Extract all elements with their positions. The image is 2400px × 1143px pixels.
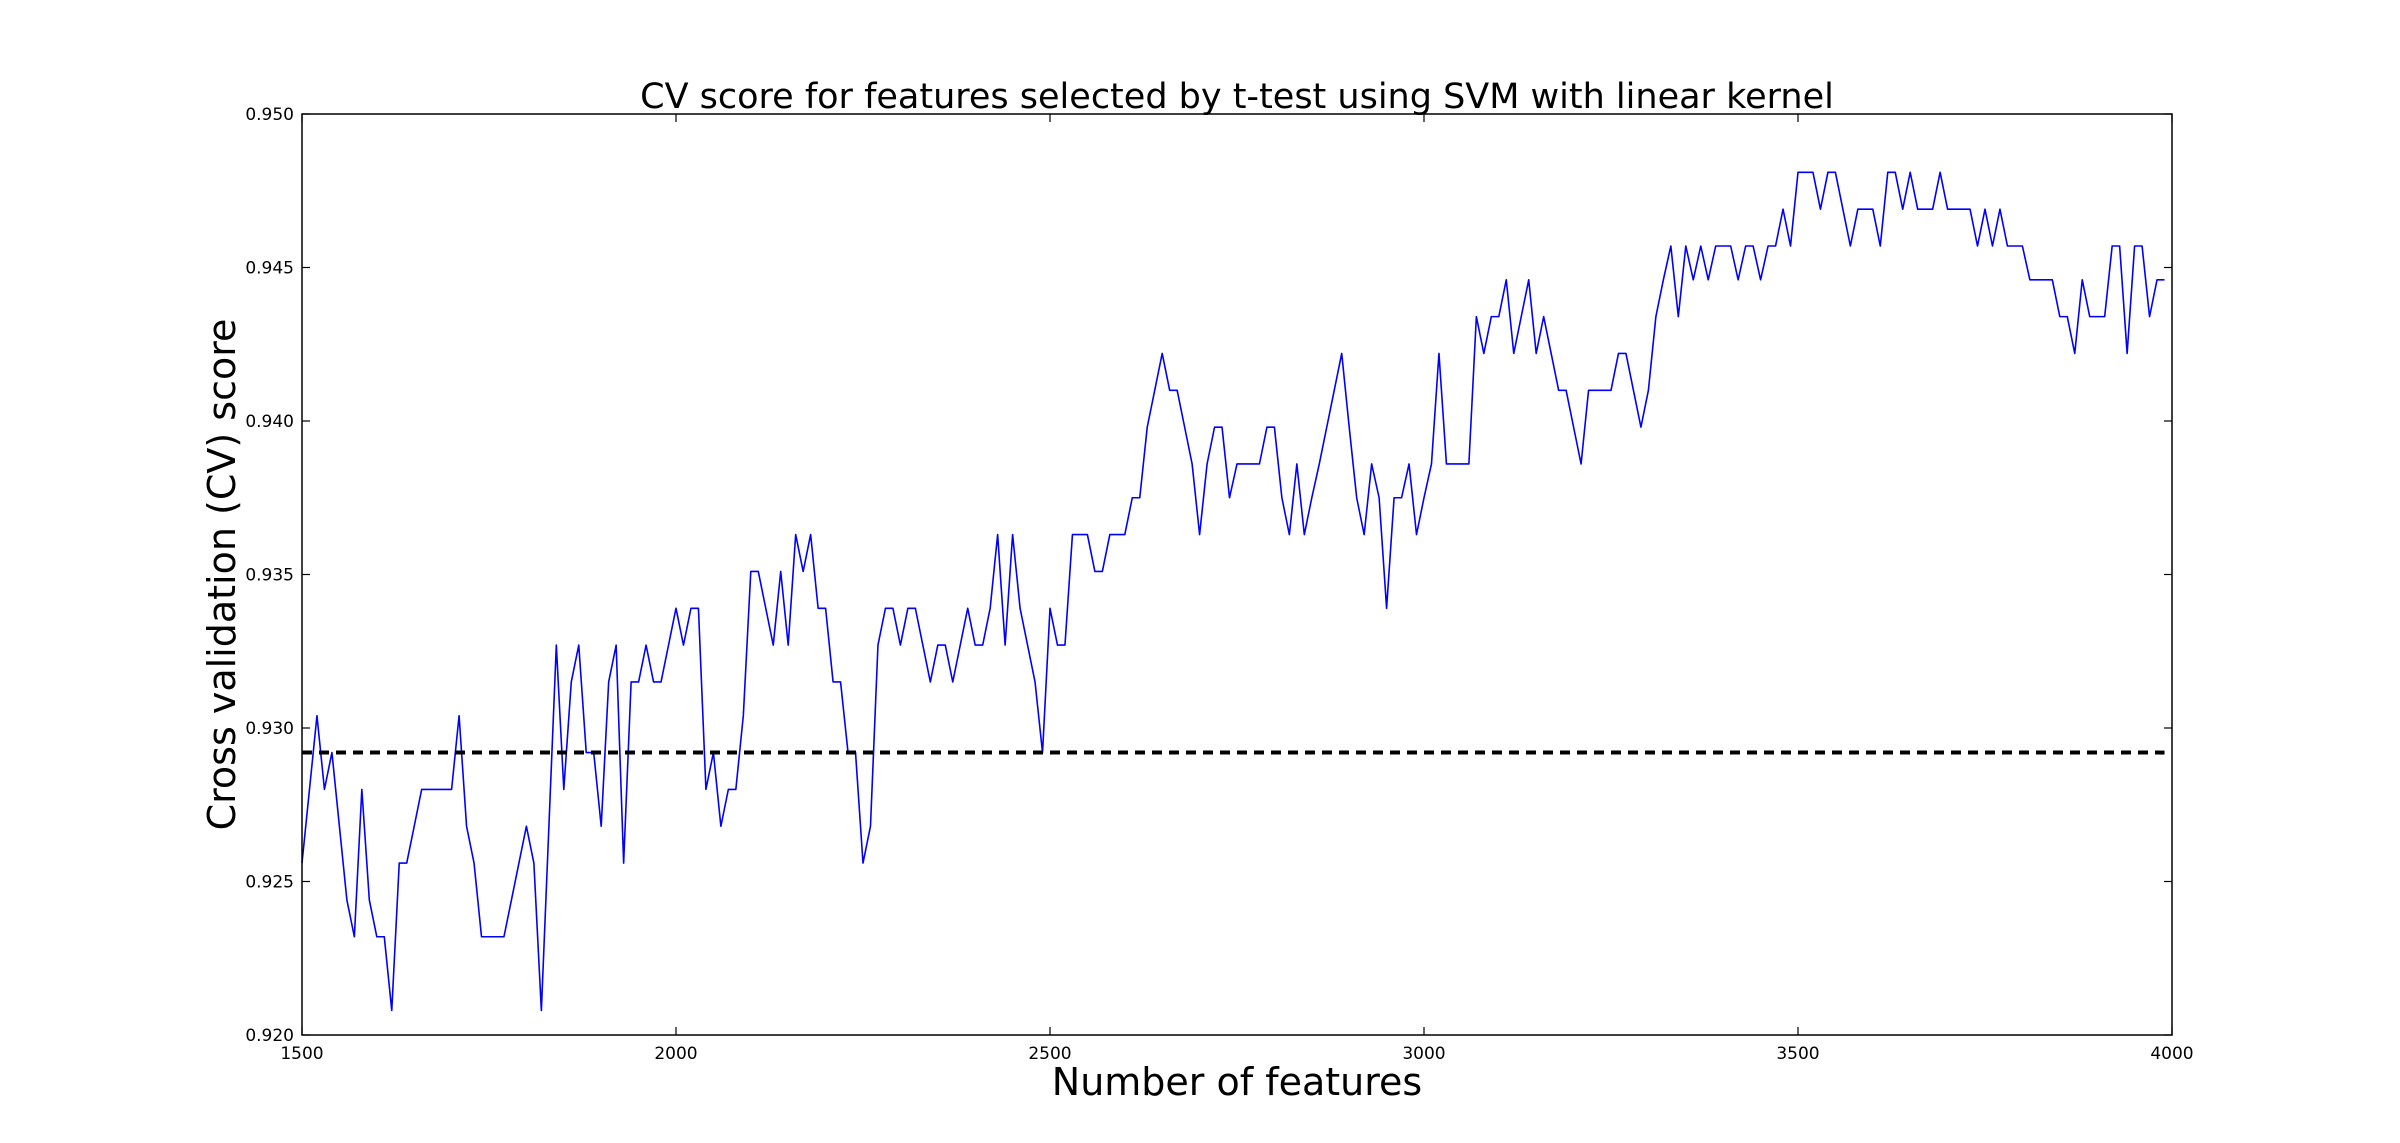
x-axis-ticks: 1500 2000 2500 3000 3500 4000 (280, 114, 2194, 1064)
y-axis-ticks: 0.920 0.925 0.930 0.935 0.940 0.945 0.950 (245, 105, 2172, 1046)
y-tick-label: 0.920 (245, 1026, 294, 1046)
x-tick-label: 3000 (1402, 1044, 1445, 1064)
x-tick-label: 1500 (280, 1044, 323, 1064)
y-tick-label: 0.930 (245, 719, 294, 739)
y-tick-label: 0.940 (245, 412, 294, 432)
plot-area (301, 171, 2165, 1012)
x-tick-label: 2000 (654, 1044, 697, 1064)
cv-score-line (301, 171, 2165, 1012)
x-tick-label: 4000 (2150, 1044, 2193, 1064)
y-tick-label: 0.935 (245, 566, 294, 586)
y-tick-label: 0.945 (245, 259, 294, 279)
y-tick-label: 0.950 (245, 105, 294, 125)
y-axis-label: Cross validation (CV) score (200, 319, 244, 831)
chart-title: CV score for features selected by t-test… (640, 77, 1834, 117)
y-tick-label: 0.925 (245, 873, 294, 893)
x-axis-label: Number of features (1052, 1060, 1422, 1104)
x-tick-label: 2500 (1028, 1044, 1071, 1064)
x-tick-label: 3500 (1776, 1044, 1819, 1064)
